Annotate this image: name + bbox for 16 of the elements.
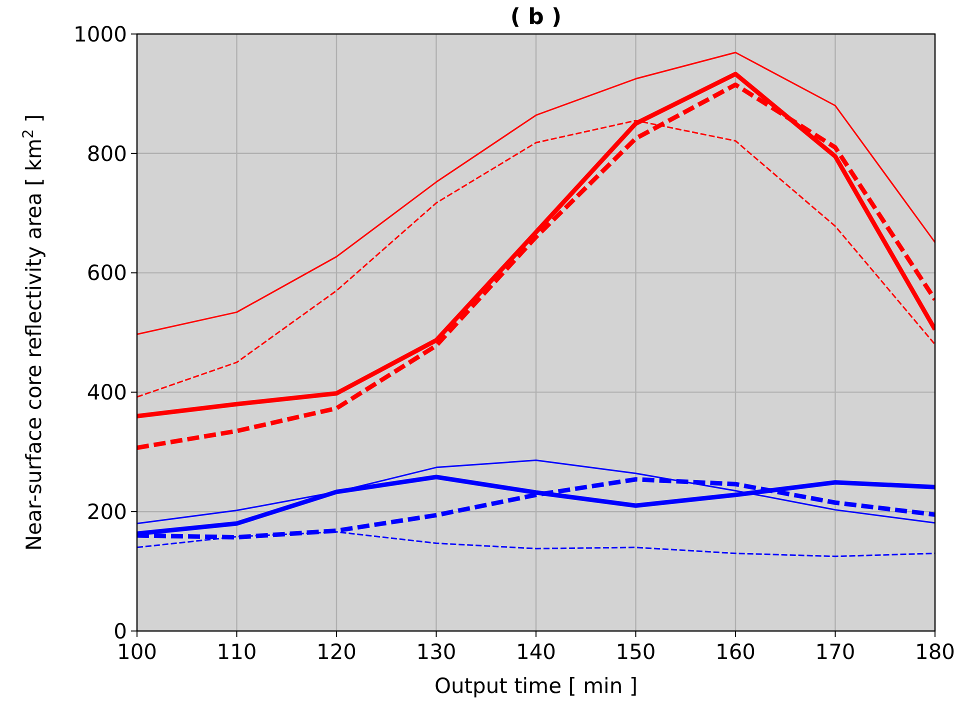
- x-axis-title: Output time [ min ]: [434, 674, 638, 698]
- x-tick-label: 150: [616, 640, 656, 664]
- x-tick-label: 130: [416, 640, 456, 664]
- line-series: [137, 52, 935, 336]
- y-tick-label: 200: [86, 500, 127, 524]
- chart-title: ( b ): [510, 5, 562, 30]
- x-tick-label: 170: [815, 640, 856, 664]
- x-tick-label: 140: [516, 640, 556, 664]
- y-tick-label: 800: [86, 142, 127, 166]
- x-tick-label: 160: [715, 640, 756, 664]
- y-tick-label: 400: [86, 380, 127, 405]
- y-tick-label: 1000: [74, 22, 127, 46]
- x-tick-label: 120: [316, 640, 357, 664]
- x-tick-label: 110: [216, 640, 257, 664]
- y-tick-label: 600: [86, 261, 127, 286]
- x-tick-label: 180: [914, 640, 956, 664]
